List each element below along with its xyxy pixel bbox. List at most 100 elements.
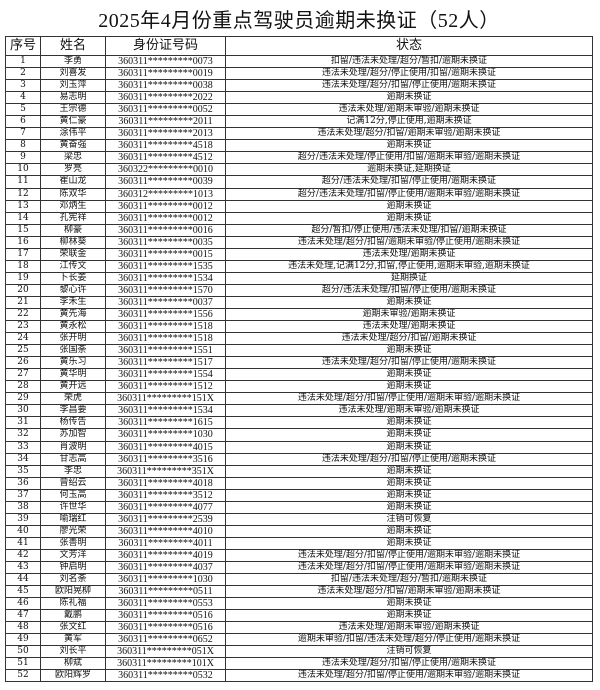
status-cell: 逾期未换证 [225,597,593,611]
table-row: 28 黄开远 360311*********1512 逾期未换证 [5,380,593,394]
id-number-cell: 360322*********0010 [105,163,226,177]
index-cell: 26 [5,356,41,370]
name-cell: 杨传告 [40,416,106,430]
index-cell: 3 [5,79,41,93]
index-cell: 5 [5,103,41,117]
id-number-cell: 360311*********1554 [105,368,226,382]
id-number-cell: 360311*********0052 [105,103,226,117]
id-number-cell: 360311*********4010 [105,524,226,538]
id-number-cell: 360311*********1518 [105,332,226,346]
id-number-cell: 360311*********4512 [105,151,226,165]
table-row: 15 柳豪 360311*********0016 超分/暂扣/停止使用/违法未处理/… [5,223,593,237]
status-cell: 逾期未换证 [225,488,593,502]
status-cell: 违法未处理/逾期未换证 [225,320,593,334]
id-number-cell: 360311*********0012 [105,211,226,225]
id-number-cell: 360311*********0039 [105,175,226,189]
index-cell: 12 [5,187,41,201]
name-cell: 张文红 [40,621,106,635]
id-number-cell: 360311*********1517 [105,356,226,370]
index-cell: 48 [5,621,41,635]
header-id-number: 身份证号码 [105,36,226,56]
table-row: 12 陈双华 360312*********1013 超分/违法未处理/扣留/停止使用… [5,187,593,201]
name-cell: 荣联金 [40,247,106,261]
table-row: 46 陈礼福 360311*********0553 逾期未换证 [5,597,593,611]
id-number-cell: 360311*********4015 [105,440,226,454]
status-cell: 扣留/违法未处理/超分/暂扣/逾期未换证 [225,54,593,69]
id-number-cell: 360311*********1534 [105,404,226,418]
name-cell: 黄永松 [40,320,106,334]
table-row: 11 崔山龙 360311*********0039 超分/违法未处理/扣留/停止使用… [5,175,593,189]
id-number-cell: 360311*********0073 [105,54,226,69]
header-index: 序号 [5,36,41,56]
table-row: 31 杨传告 360311*********1615 逾期未换证 [5,416,593,430]
table-row: 22 黄先海 360311*********1556 逾期未审验/逾期未换证 [5,307,593,322]
id-number-cell: 360311*********051X [105,645,226,659]
name-cell: 刘喜发 [40,67,106,81]
id-number-cell: 360311*********1512 [105,380,226,394]
table-row: 34 甘志高 360311*********3516 违法未处理/超分/扣留/停止使用… [5,452,593,466]
status-cell: 违法未处理/逾期未审验/逾期未换证 [225,103,593,117]
id-number-cell: 360311*********0019 [105,67,226,81]
table-row: 8 黄奋强 360311*********4518 逾期未换证 [5,139,593,153]
index-cell: 16 [5,235,41,249]
id-number-cell: 360311*********0516 [105,621,226,635]
status-cell: 逾期未换证 [225,464,593,478]
table-row: 19 卜长姜 360311*********1534 延期换证 [5,271,593,285]
index-cell: 4 [5,91,41,105]
index-cell: 23 [5,320,41,334]
name-cell: 黄乐习 [40,356,106,370]
table-row: 21 李禾生 360311*********0037 逾期未换证 [5,295,593,309]
name-cell: 张善明 [40,536,106,550]
name-cell: 陈双华 [40,187,106,201]
name-cell: 曾绍云 [40,476,106,490]
name-cell: 许世华 [40,500,106,514]
id-number-cell: 360311*********0532 [105,669,226,683]
status-cell: 违法未处理/超分/扣留/停止使用/逾期未审验/逾期未换证 [225,548,593,562]
index-cell: 18 [5,259,41,273]
name-cell: 何玉高 [40,488,106,502]
status-cell: 超分/暂扣/停止使用/违法未处理/扣留/逾期未换证 [225,223,593,237]
table-row: 26 黄乐习 360311*********1517 违法未处理/超分/扣留/停止使用… [5,356,593,370]
drivers-table: 序号 姓名 身份证号码 状态 1 李勇 360311*********0073 扣留/… [5,36,593,683]
name-cell: 黄华明 [40,368,106,382]
status-cell: 逾期未换证 [225,536,593,550]
name-cell: 李忠 [40,464,106,478]
index-cell: 32 [5,428,41,442]
table-row: 7 涂伟平 360311*********2013 违法未处理/超分/扣留/逾期未审验… [5,127,593,141]
status-cell: 逾期未换证 [225,199,593,213]
index-cell: 9 [5,151,41,165]
index-cell: 29 [5,392,41,406]
name-cell: 张国荼 [40,344,106,358]
index-cell: 27 [5,368,41,382]
status-cell: 违法未处理/超分/扣留/停止使用/逾期未审验/逾期未换证 [225,392,593,406]
name-cell: 甘志高 [40,452,106,466]
name-cell: 柳林葵 [40,235,106,249]
status-cell: 违法未处理/超分/扣留/逾期未审验/停止使用/逾期未换证 [225,235,593,249]
status-cell: 违法未处理/超分/扣留/逾期未换证 [225,332,593,346]
id-number-cell: 360311*********1551 [105,344,226,358]
status-cell: 违法未处理/逾期未审验/逾期未换证 [225,621,593,635]
table-row: 40 廖光荣 360311*********4010 逾期未换证 [5,524,593,538]
id-number-cell: 360311*********1030 [105,428,226,442]
name-cell: 罗亮 [40,163,106,177]
status-cell: 逾期未换证 [225,428,593,442]
status-cell: 逾期未换证 [225,609,593,623]
table-row: 29 荣虎 360311*********151X 违法未处理/超分/扣留/停止使用/… [5,392,593,406]
name-cell: 梁忠 [40,151,106,165]
id-number-cell: 360311*********3512 [105,488,226,502]
table-row: 36 曾绍云 360311*********4018 逾期未换证 [5,476,593,490]
id-number-cell: 360311*********0516 [105,609,226,623]
status-cell: 超分/违法未处理/扣留/停止使用/逾期未审验/逾期未换证 [225,187,593,201]
name-cell: 陈礼福 [40,597,106,611]
table-row: 2 刘喜发 360311*********0019 违法未处理/超分/停止使用/扣留/… [5,67,593,81]
name-cell: 邓炳生 [40,199,106,213]
id-number-cell: 360311*********1615 [105,416,226,430]
table-row: 47 戴鹏 360311*********0516 逾期未换证 [5,609,593,623]
status-cell: 记满12分,停止使用,逾期未换证 [225,115,593,129]
table-row: 41 张善明 360311*********4011 逾期未换证 [5,536,593,550]
id-number-cell: 360311*********4518 [105,139,226,153]
id-number-cell: 360311*********1518 [105,320,226,334]
id-number-cell: 360311*********101X [105,657,226,671]
table-row: 38 许世华 360311*********4077 逾期未换证 [5,500,593,514]
table-row: 1 李勇 360311*********0073 扣留/违法未处理/超分/暂扣/逾期未… [5,54,593,69]
